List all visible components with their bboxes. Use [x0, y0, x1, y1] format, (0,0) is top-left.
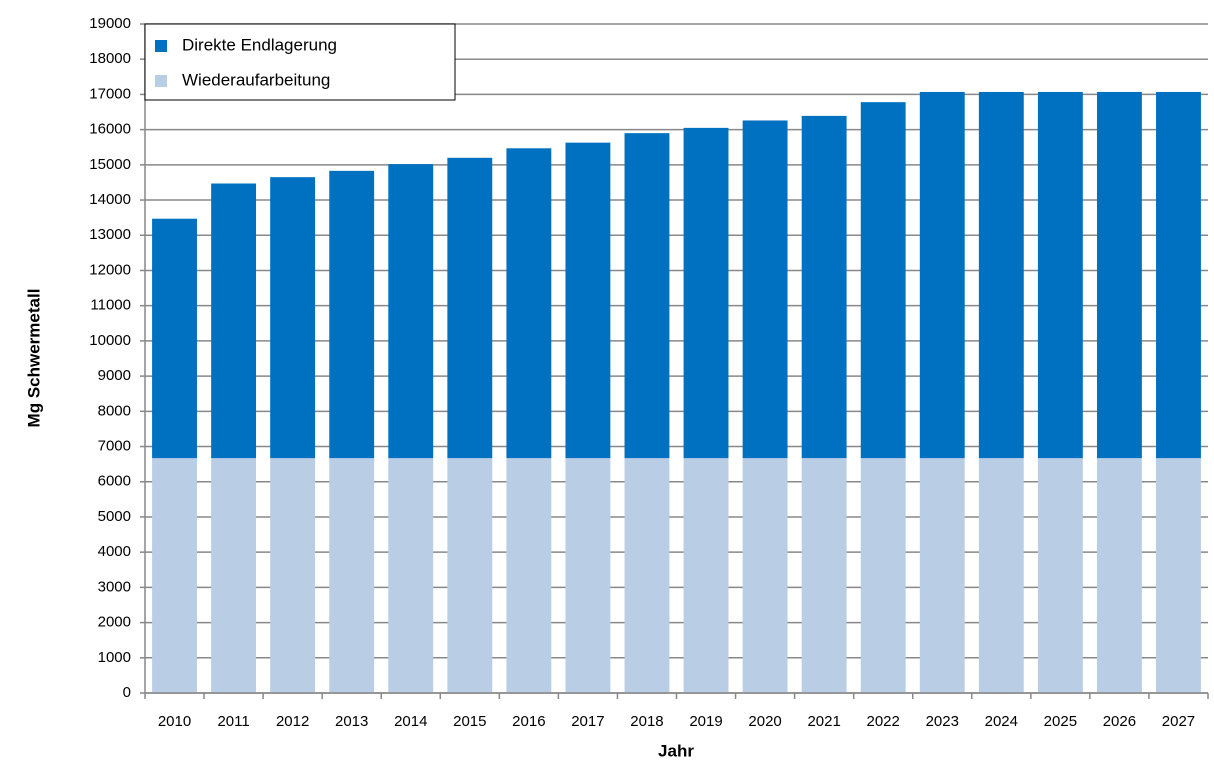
- y-tick-label: 10000: [89, 332, 131, 349]
- x-tick-label: 2021: [807, 713, 840, 730]
- y-tick-label: 17000: [89, 85, 131, 102]
- y-tick-label: 2000: [98, 614, 131, 631]
- y-tick-label: 1000: [98, 649, 131, 666]
- x-tick-label: 2019: [689, 713, 722, 730]
- bar-segment: [1096, 458, 1142, 693]
- x-tick-label: 2014: [394, 713, 427, 730]
- bar-segment: [742, 120, 788, 459]
- bar-segment: [1156, 91, 1201, 459]
- bar-segment: [270, 458, 316, 693]
- y-tick-label: 6000: [98, 473, 131, 490]
- y-tick-label: 14000: [89, 191, 131, 208]
- y-tick-label: 5000: [98, 508, 131, 525]
- x-tick-label: 2018: [630, 713, 663, 730]
- bar-segment: [447, 458, 493, 693]
- bar-segment: [1156, 458, 1201, 693]
- y-tick-label: 4000: [98, 543, 131, 560]
- bar-segment: [329, 170, 375, 459]
- bar-segment: [919, 91, 965, 459]
- x-tick-label: 2011: [217, 713, 249, 730]
- bar-segment: [506, 458, 552, 693]
- legend-box: [144, 23, 456, 101]
- legend-label: Wiederaufarbeitung: [182, 70, 330, 89]
- bar-segment: [447, 157, 493, 459]
- bar-segment: [211, 458, 257, 693]
- bar-segment: [742, 458, 788, 693]
- y-tick-label: 15000: [89, 156, 131, 173]
- bar-segment: [388, 164, 434, 459]
- x-tick-label: 2012: [276, 713, 309, 730]
- bar-segment: [388, 458, 434, 693]
- y-tick-label: 8000: [98, 402, 131, 419]
- x-tick-label: 2016: [512, 713, 545, 730]
- bar-segment: [329, 458, 375, 693]
- x-tick-label: 2023: [926, 713, 959, 730]
- bar-segment: [1037, 458, 1083, 693]
- bar-segment: [624, 458, 670, 693]
- bar-segment: [978, 458, 1024, 693]
- y-tick-label: 3000: [98, 578, 131, 595]
- y-tick-label: 16000: [89, 121, 131, 138]
- bar-segment: [152, 218, 197, 459]
- bar-segment: [860, 102, 906, 459]
- y-axis-label: Mg Schwermetall: [24, 289, 43, 428]
- x-tick-label: 2015: [453, 713, 486, 730]
- bar-segment: [978, 91, 1024, 459]
- x-tick-label: 2010: [158, 713, 191, 730]
- bar-segment: [211, 183, 257, 459]
- bar-segment: [152, 458, 197, 693]
- legend-swatch: [155, 40, 167, 52]
- x-tick-label: 2017: [571, 713, 604, 730]
- bar-segment: [683, 127, 729, 459]
- bar-segment: [565, 142, 611, 459]
- bar-segment: [565, 458, 611, 693]
- x-tick-label: 2027: [1162, 713, 1195, 730]
- x-tick-label: 2025: [1044, 713, 1077, 730]
- y-tick-label: 18000: [89, 50, 131, 67]
- bar-segment: [860, 458, 906, 693]
- y-tick-label: 19000: [89, 15, 131, 32]
- bar-segment: [919, 458, 965, 693]
- y-tick-label: 13000: [89, 226, 131, 243]
- x-tick-label: 2013: [335, 713, 368, 730]
- bar-segment: [683, 458, 729, 693]
- y-tick-label: 9000: [98, 367, 131, 384]
- bar-segment: [801, 458, 847, 693]
- bar-segment: [801, 115, 847, 459]
- legend-label: Direkte Endlagerung: [182, 35, 337, 54]
- bar-segment: [1037, 91, 1083, 459]
- x-tick-label: 2022: [867, 713, 900, 730]
- bar-segment: [270, 177, 316, 459]
- x-tick-label: 2020: [748, 713, 781, 730]
- x-tick-label: 2024: [985, 713, 1018, 730]
- x-axis-label: Jahr: [658, 741, 694, 760]
- bar-segment: [624, 133, 670, 459]
- x-tick-label: 2026: [1103, 713, 1136, 730]
- bar-segment: [506, 148, 552, 459]
- y-tick-label: 0: [123, 684, 131, 701]
- legend-swatch: [155, 75, 167, 87]
- bar-segment: [1096, 91, 1142, 459]
- y-tick-label: 7000: [98, 437, 131, 454]
- y-tick-label: 11000: [90, 297, 131, 314]
- y-tick-label: 12000: [89, 261, 131, 278]
